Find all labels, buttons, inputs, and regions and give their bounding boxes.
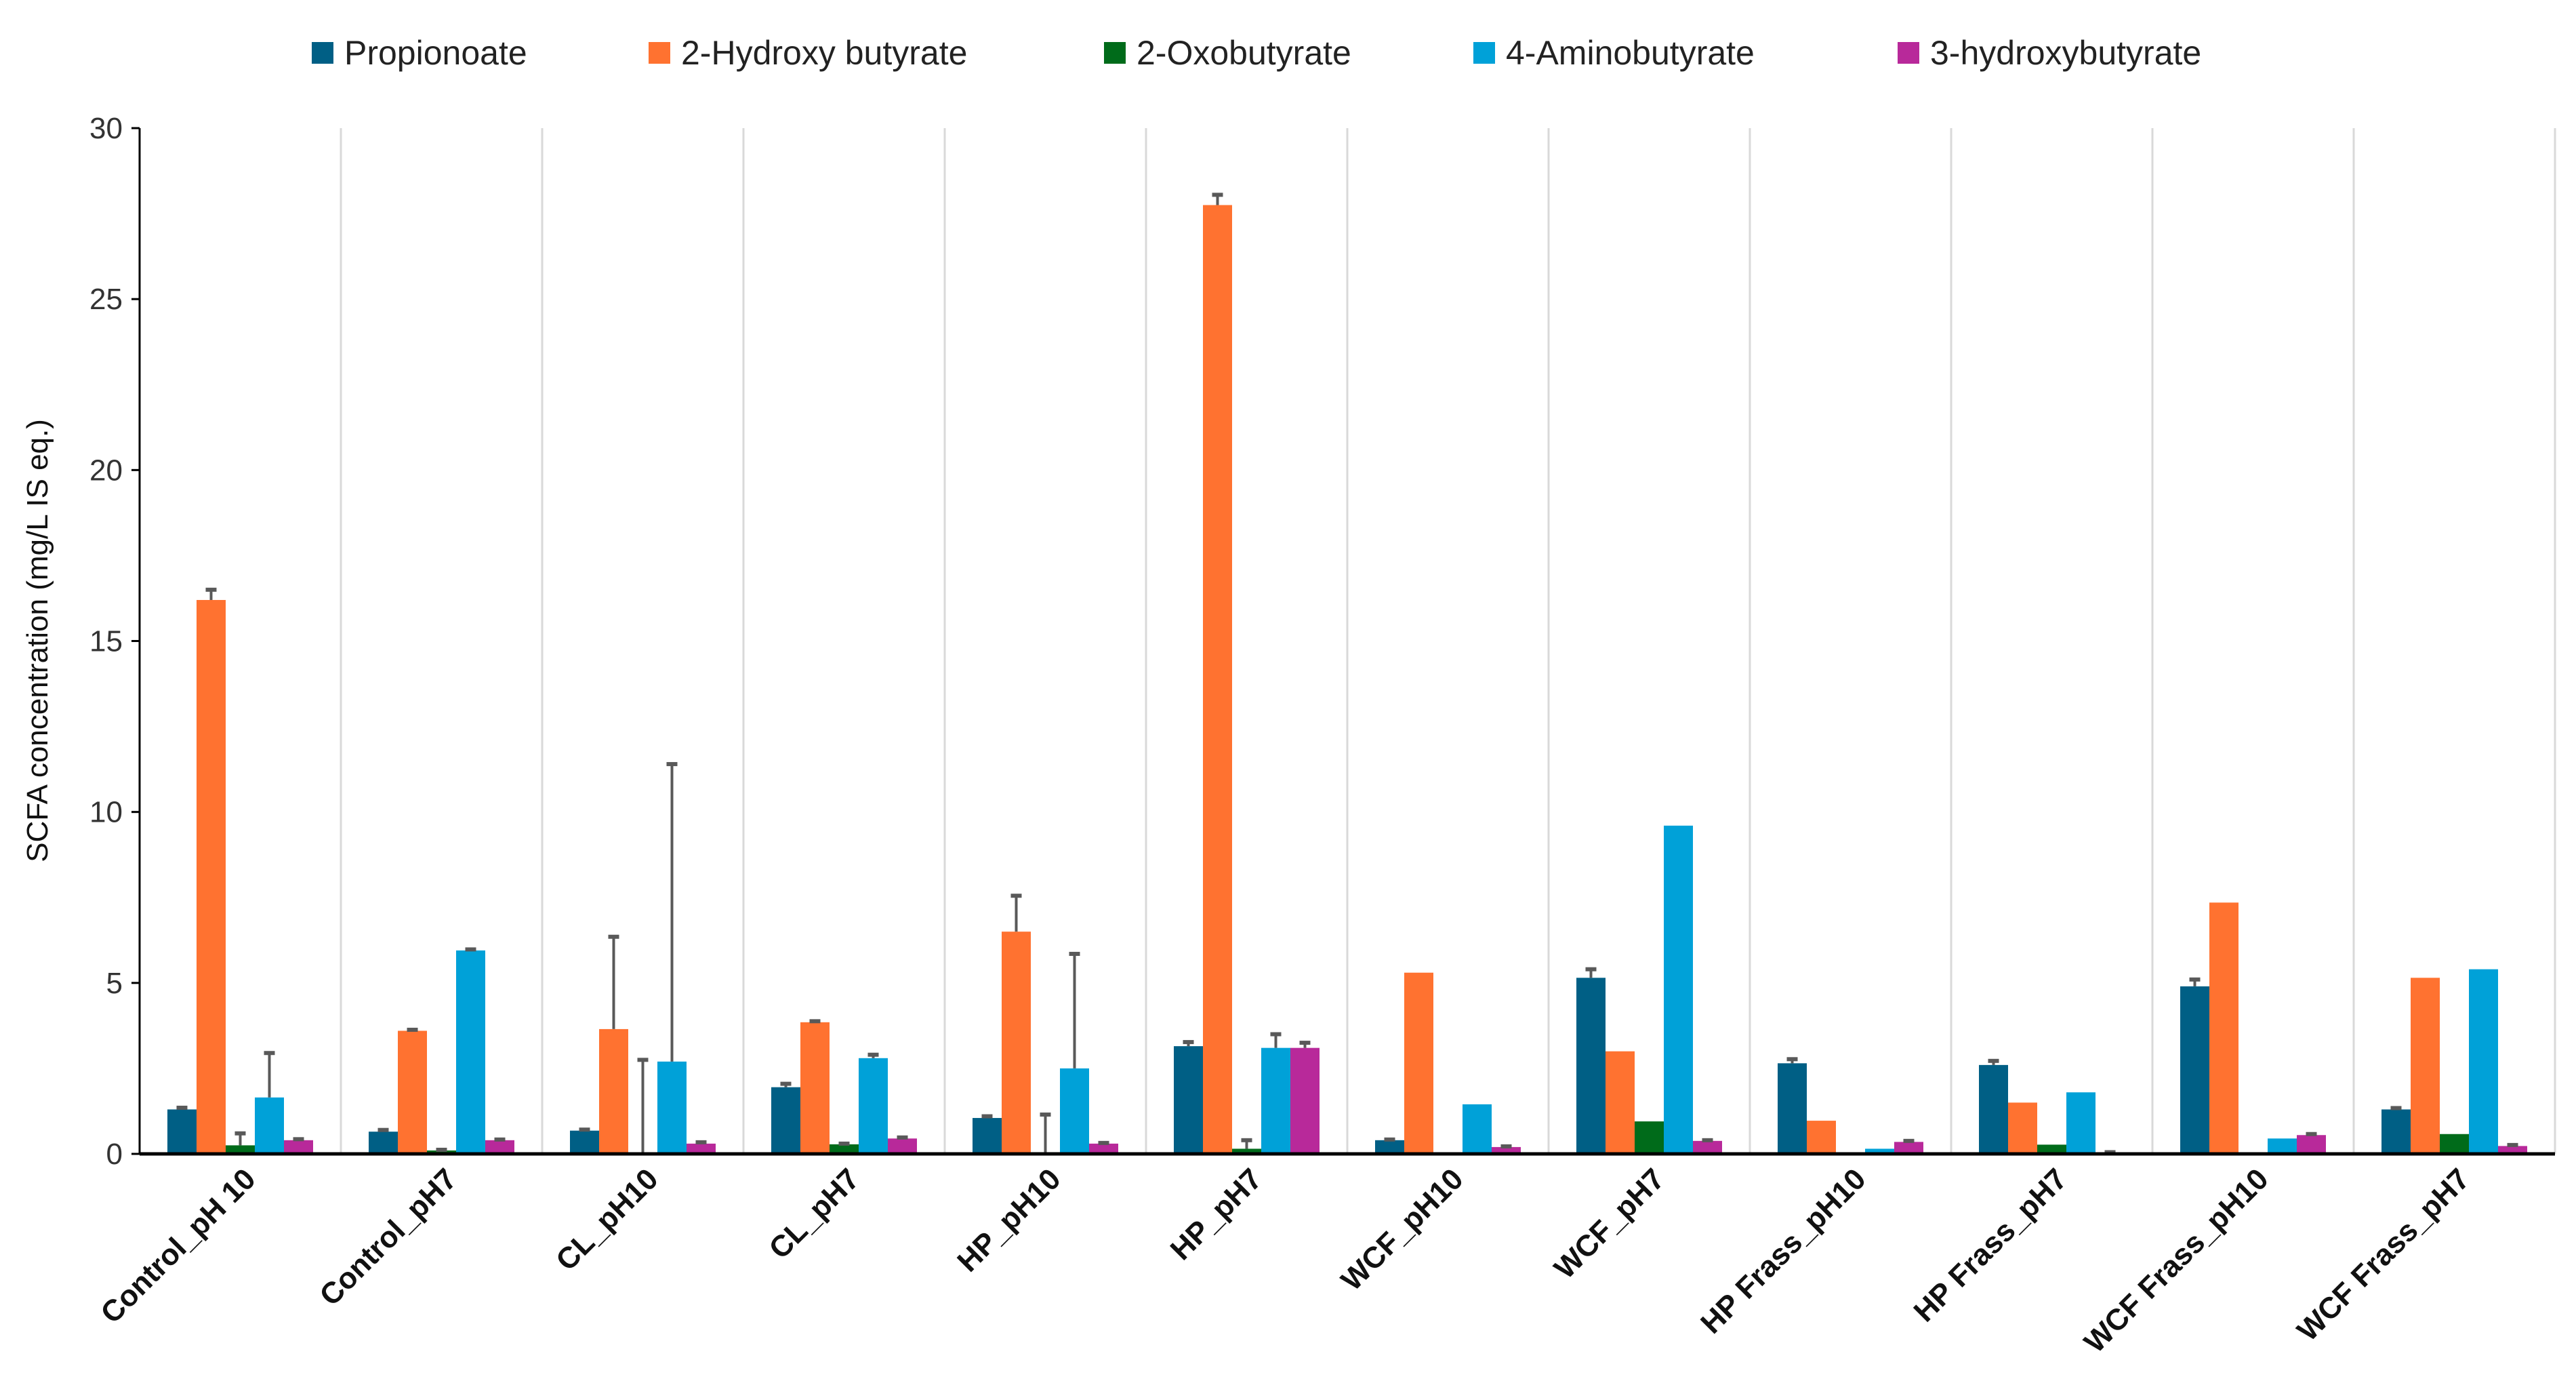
- legend-swatch: [312, 42, 333, 64]
- bar: [2037, 1144, 2066, 1154]
- group-separators: [340, 128, 2556, 1154]
- bar: [1463, 1104, 1492, 1154]
- legend-swatch: [1898, 42, 1919, 64]
- bar: [1375, 1140, 1404, 1154]
- bar: [2066, 1092, 2095, 1154]
- bar: [1807, 1121, 1836, 1154]
- axes: Control_pH 10 Control_pH7 CL_pH10 CL_pH7 HP_…: [89, 112, 2555, 1359]
- x-tick-label: HP_pH7: [1164, 1162, 1269, 1266]
- y-tick-label: 10: [89, 796, 123, 829]
- bar: [687, 1143, 716, 1154]
- bar: [1174, 1046, 1203, 1154]
- bar: [1404, 972, 1433, 1154]
- bar: [1664, 825, 1693, 1154]
- y-tick-label: 5: [106, 967, 123, 1000]
- bar: [485, 1140, 514, 1154]
- bar: [2381, 1109, 2411, 1154]
- bar: [1693, 1140, 1722, 1154]
- bar: [1778, 1063, 1807, 1154]
- bar: [456, 950, 485, 1154]
- bar: [2209, 902, 2238, 1154]
- legend-label: 2-Oxobutyrate: [1137, 34, 1351, 72]
- bar: [1865, 1148, 1894, 1154]
- legend-label: 3-hydroxybutyrate: [1930, 34, 2201, 72]
- bar: [226, 1145, 255, 1154]
- bar: [255, 1097, 284, 1154]
- bar: [2498, 1146, 2527, 1154]
- bar: [657, 1061, 687, 1154]
- bar: [2469, 969, 2498, 1154]
- bar: [2180, 986, 2209, 1154]
- bar: [1894, 1142, 1923, 1154]
- bar: [859, 1058, 888, 1154]
- legend-label: 2-Hydroxy butyrate: [681, 34, 967, 72]
- bar: [1232, 1148, 1261, 1154]
- bar: [1606, 1051, 1635, 1154]
- y-tick-label: 0: [106, 1138, 123, 1171]
- y-tick-label: 25: [89, 283, 123, 316]
- bar: [1635, 1121, 1664, 1154]
- bar: [284, 1140, 313, 1154]
- bar: [1002, 932, 1031, 1154]
- legend: Propionoate 2-Hydroxy butyrate 2-Oxobutyra…: [312, 34, 2201, 72]
- x-tick-label: WCF Frass_pH7: [2291, 1162, 2476, 1347]
- x-tick-label: Control_pH 10: [94, 1162, 262, 1329]
- bar: [973, 1118, 1002, 1154]
- x-tick-label: HP_pH10: [951, 1162, 1067, 1278]
- y-tick-label: 30: [89, 112, 123, 145]
- bar: [197, 599, 226, 1154]
- bar: [570, 1130, 599, 1154]
- bar: [2440, 1134, 2469, 1154]
- bar: [771, 1087, 800, 1154]
- bar: [1203, 205, 1232, 1155]
- legend-label: Propionoate: [344, 34, 527, 72]
- y-tick-label: 20: [89, 454, 123, 487]
- x-tick-label: WCF_pH7: [1548, 1162, 1671, 1285]
- bar: [2268, 1138, 2297, 1154]
- bar: [2297, 1135, 2326, 1154]
- bar: [167, 1109, 197, 1154]
- y-tick-label: 15: [89, 625, 123, 658]
- x-tick-label: WCF_pH10: [1335, 1162, 1470, 1297]
- bar: [1290, 1047, 1320, 1154]
- x-tick-label: CL_pH7: [762, 1162, 865, 1265]
- x-tick-label: Control_pH7: [313, 1162, 463, 1312]
- bar: [398, 1030, 427, 1154]
- bar: [599, 1028, 628, 1154]
- bar: [1089, 1143, 1118, 1154]
- legend-label: 4-Aminobutyrate: [1506, 34, 1755, 72]
- x-tick-label: CL_pH10: [550, 1162, 665, 1277]
- bar: [1576, 978, 1606, 1154]
- bar: [800, 1022, 830, 1154]
- bars: [167, 193, 2527, 1155]
- bar: [427, 1150, 456, 1154]
- bar: [888, 1138, 917, 1154]
- bar: [369, 1132, 398, 1154]
- bar: [1979, 1064, 2008, 1154]
- bar: [2411, 978, 2440, 1154]
- legend-swatch: [1104, 42, 1126, 64]
- x-tick-label: HP Frass_pH10: [1694, 1162, 1872, 1340]
- legend-swatch: [1473, 42, 1495, 64]
- bar: [830, 1144, 859, 1154]
- bar: [1492, 1146, 1521, 1154]
- y-axis-label: SCFA concentration (mg/L IS eq.): [21, 419, 54, 862]
- x-tick-label: WCF Frass_pH10: [2078, 1162, 2275, 1359]
- legend-swatch: [649, 42, 670, 64]
- bar: [1060, 1068, 1089, 1154]
- bar: [1261, 1047, 1290, 1154]
- x-tick-label: HP Frass_pH7: [1908, 1162, 2074, 1328]
- bar: [2008, 1102, 2037, 1154]
